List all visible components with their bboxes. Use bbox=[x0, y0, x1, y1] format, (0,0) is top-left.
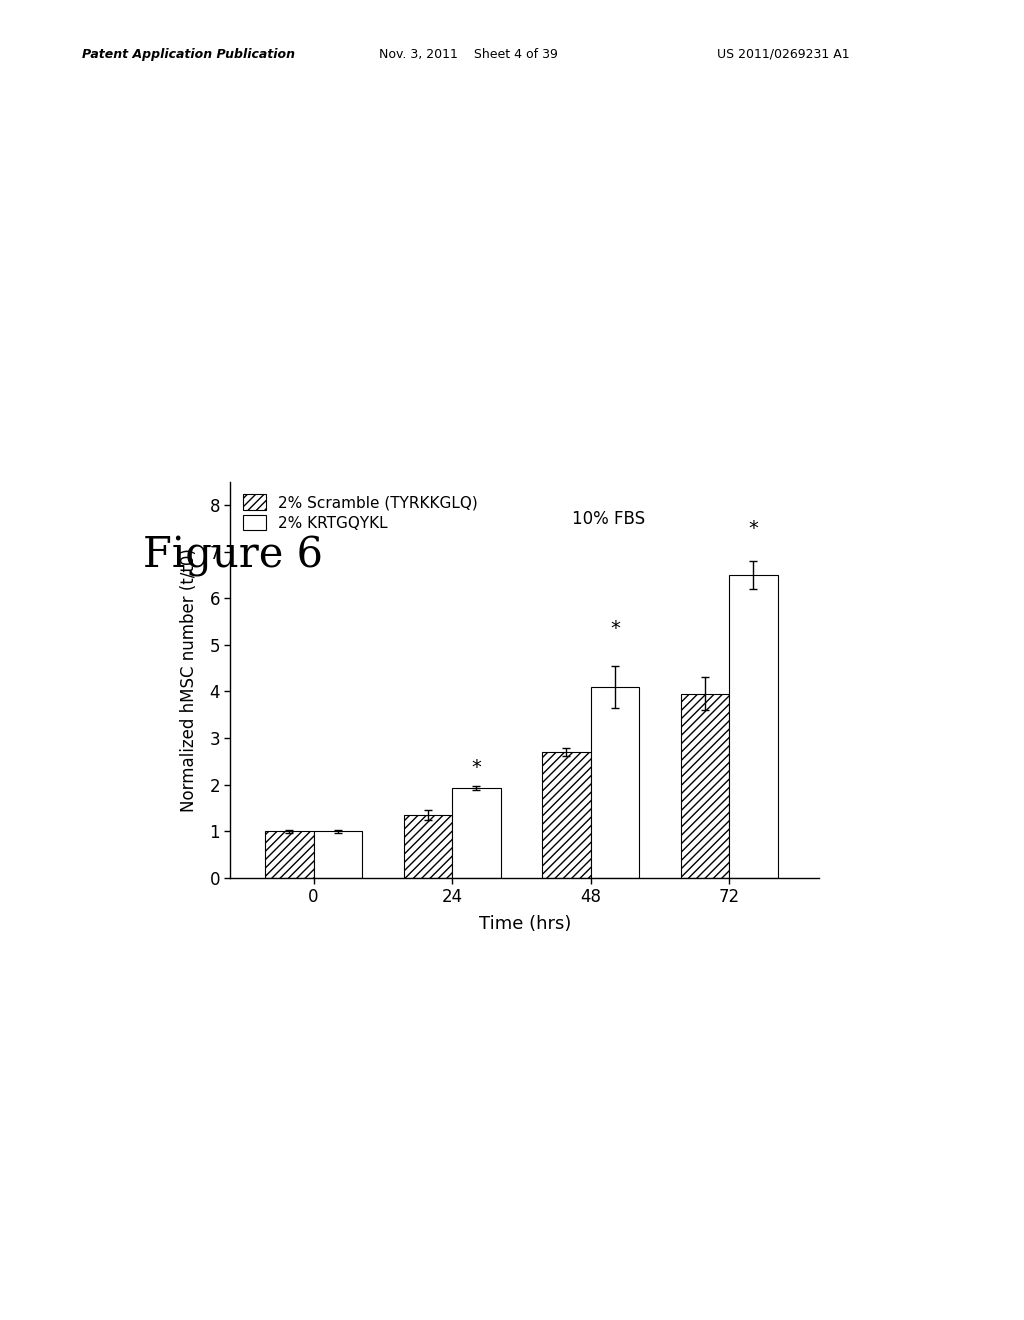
Text: 10% FBS: 10% FBS bbox=[571, 510, 645, 528]
Bar bbox=[452, 788, 501, 878]
Bar bbox=[591, 686, 639, 878]
Bar bbox=[313, 832, 362, 878]
Text: US 2011/0269231 A1: US 2011/0269231 A1 bbox=[717, 48, 850, 61]
Bar bbox=[542, 752, 591, 878]
Legend: 2% Scramble (TYRKKGLQ), 2% KRTGQYKL: 2% Scramble (TYRKKGLQ), 2% KRTGQYKL bbox=[238, 490, 482, 535]
X-axis label: Time (hrs): Time (hrs) bbox=[478, 915, 571, 932]
Bar bbox=[403, 814, 452, 878]
Text: Patent Application Publication: Patent Application Publication bbox=[82, 48, 295, 61]
Text: *: * bbox=[471, 758, 481, 777]
Bar bbox=[265, 832, 313, 878]
Bar bbox=[729, 576, 777, 878]
Text: *: * bbox=[610, 619, 620, 638]
Y-axis label: Normalized hMSC number (t/t0): Normalized hMSC number (t/t0) bbox=[180, 548, 199, 812]
Text: Figure 6: Figure 6 bbox=[143, 535, 324, 577]
Text: *: * bbox=[749, 519, 759, 537]
Text: Nov. 3, 2011    Sheet 4 of 39: Nov. 3, 2011 Sheet 4 of 39 bbox=[379, 48, 558, 61]
Bar bbox=[681, 694, 729, 878]
